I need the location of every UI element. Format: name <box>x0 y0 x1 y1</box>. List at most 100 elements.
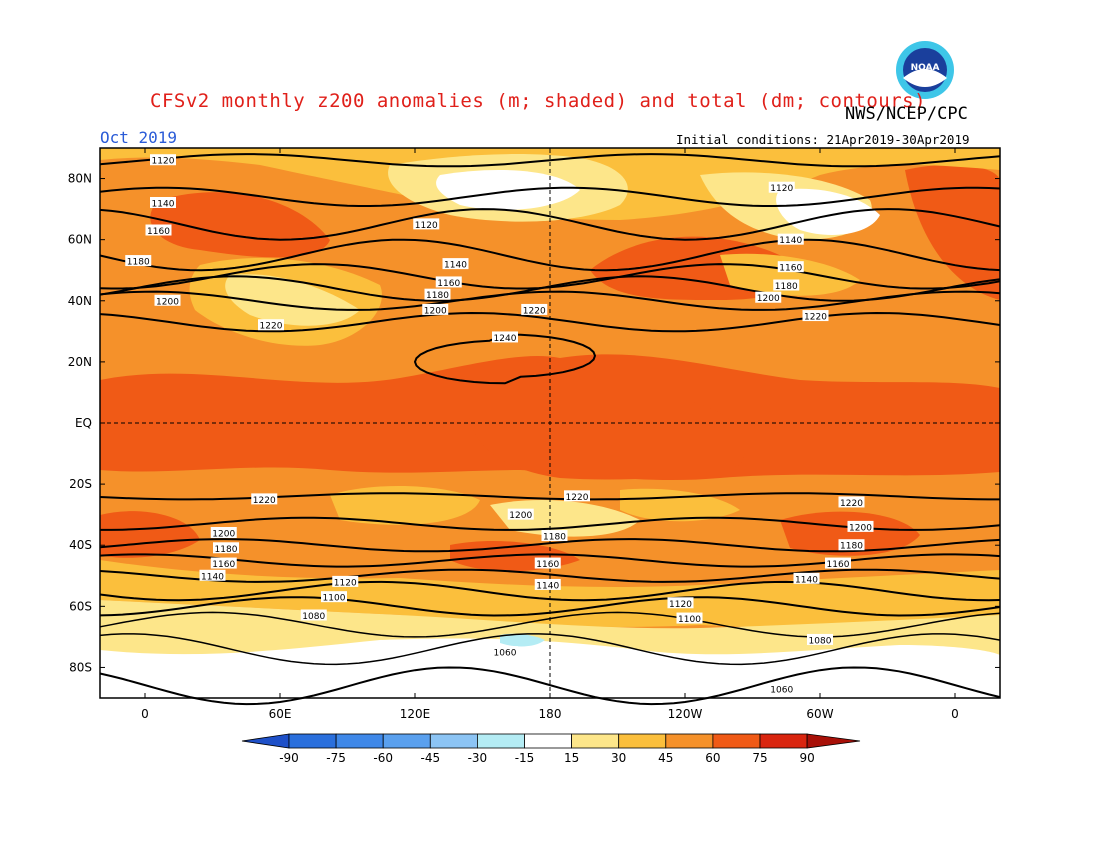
contour-label-text: 1080 <box>302 612 325 622</box>
contour-label-text: 1160 <box>437 279 460 289</box>
colorbar-label: -45 <box>420 751 440 765</box>
shading-southatl-75 <box>780 511 920 556</box>
lat-label: 60N <box>68 233 92 247</box>
contour-label: 1160 <box>145 224 172 237</box>
contour-label: 1120 <box>150 154 176 167</box>
colorbar-swatch <box>524 733 572 749</box>
colorbar-swatch <box>618 733 667 749</box>
lat-label: 60S <box>69 599 92 613</box>
contour-label-text: 1160 <box>779 264 802 274</box>
contour-label: 1160 <box>534 557 561 570</box>
lat-label: 20S <box>69 477 92 491</box>
contour-label-text: 1200 <box>156 297 179 307</box>
contour-label: 1100 <box>321 591 347 604</box>
lon-label: 180 <box>539 707 562 721</box>
contour-line <box>99 275 1001 302</box>
height-contours <box>99 153 1001 706</box>
contour-label-text: 1120 <box>415 221 438 231</box>
colorbar-swatch <box>759 733 808 749</box>
lat-label: 80N <box>68 172 92 186</box>
contour-label-text: 1220 <box>840 499 863 509</box>
colorbar-swatch <box>712 733 761 749</box>
contour-line <box>99 538 1001 553</box>
contour-line <box>99 186 1001 207</box>
shading-atlantic-75 <box>905 164 1000 300</box>
colorbar-label: 90 <box>799 751 814 765</box>
forecast-month: Oct 2019 <box>100 128 178 147</box>
contour-label-text: 1160 <box>827 560 850 570</box>
contour-label: 1220 <box>258 319 284 332</box>
contour-label: 1140 <box>442 258 469 271</box>
contour-label-text: 1120 <box>770 184 793 194</box>
colorbar: -90 -75 -60 -45 -30 -15 15 30 45 60 75 90 <box>241 733 861 765</box>
contour-label: 1180 <box>213 542 239 555</box>
contour-label-text: 1140 <box>779 236 802 246</box>
shading-pacific-75 <box>468 389 746 480</box>
contour-label: 1180 <box>125 255 152 268</box>
noaa-logo: NOAA <box>895 40 955 100</box>
contour-label: 1100 <box>676 612 703 625</box>
contour-label-text: 1180 <box>840 542 863 552</box>
shading-eurasia-75 <box>150 192 330 258</box>
contour-line <box>99 290 1001 311</box>
colorbar-label: 45 <box>658 751 673 765</box>
contour-label-text: 1140 <box>795 575 818 585</box>
colorbar-swatch <box>665 733 714 749</box>
shading-negative-15 <box>500 633 545 647</box>
contour-line <box>99 666 1001 706</box>
initial-conditions: Initial conditions: 21Apr2019-30Apr2019 <box>676 132 970 147</box>
contour-label: 1120 <box>667 597 694 610</box>
contour-label-text: 1180 <box>543 533 566 543</box>
contour-label-text: 1180 <box>426 291 449 301</box>
contour-label: 1120 <box>413 218 440 231</box>
contour-label: 1160 <box>210 557 237 570</box>
contour-label-text: 1120 <box>152 157 175 167</box>
contour-label-text: 1220 <box>804 313 827 323</box>
contour-label: 1140 <box>150 197 176 210</box>
contour-label: 1200 <box>507 508 534 521</box>
contour-line <box>99 611 1001 638</box>
contour-line <box>99 596 1001 617</box>
colorbar-swatch <box>288 733 337 749</box>
contour-label: 1140 <box>199 569 226 582</box>
colorbar-label: -75 <box>326 751 346 765</box>
colorbar-swatch <box>429 733 478 749</box>
contour-label-text: 1160 <box>212 560 235 570</box>
contour-label: 1060 <box>492 646 518 659</box>
contour-label: 1180 <box>773 279 800 292</box>
contour-label: 1140 <box>534 578 561 591</box>
lat-label: 80S <box>69 660 92 674</box>
contour-label-text: 1100 <box>678 615 701 625</box>
contour-label-text: 1140 <box>152 200 175 210</box>
contour-line-1240 <box>413 333 597 385</box>
contour-label-text: 1220 <box>523 306 546 316</box>
contour-label: 1220 <box>564 490 590 503</box>
contour-label-text: 1200 <box>509 511 532 521</box>
agency-label: NWS/NCEP/CPC <box>845 104 968 124</box>
contour-label: 1180 <box>424 288 451 301</box>
contour-label: 1120 <box>332 575 359 588</box>
contour-labels: 1120 1140 1160 1180 1200 1220 1120 1140 1160 1180… <box>125 154 874 695</box>
shading-ussr-30 <box>225 274 360 326</box>
contour-label-text: 1120 <box>669 600 692 610</box>
contour-line <box>99 633 1001 666</box>
contour-line <box>99 568 1001 583</box>
contour-label-text: 1200 <box>212 530 235 540</box>
colorbar-swatch <box>476 733 525 749</box>
contour-line <box>99 208 1001 241</box>
contour-line <box>99 311 1001 333</box>
lon-label: 0 <box>141 707 149 721</box>
colorbar-label: 15 <box>564 751 579 765</box>
lon-label: 0 <box>951 707 959 721</box>
contour-label-text: 1080 <box>809 636 832 646</box>
colorbar-swatch <box>335 733 384 749</box>
contour-line <box>99 492 1000 501</box>
contour-label-text: 1160 <box>536 560 559 570</box>
contour-line <box>99 153 1001 168</box>
colorbar-swatch <box>571 733 620 749</box>
lat-label: 40N <box>68 294 92 308</box>
contour-label: 1180 <box>838 539 865 552</box>
colorbar-label: -30 <box>468 751 488 765</box>
contour-label: 1140 <box>793 572 820 585</box>
